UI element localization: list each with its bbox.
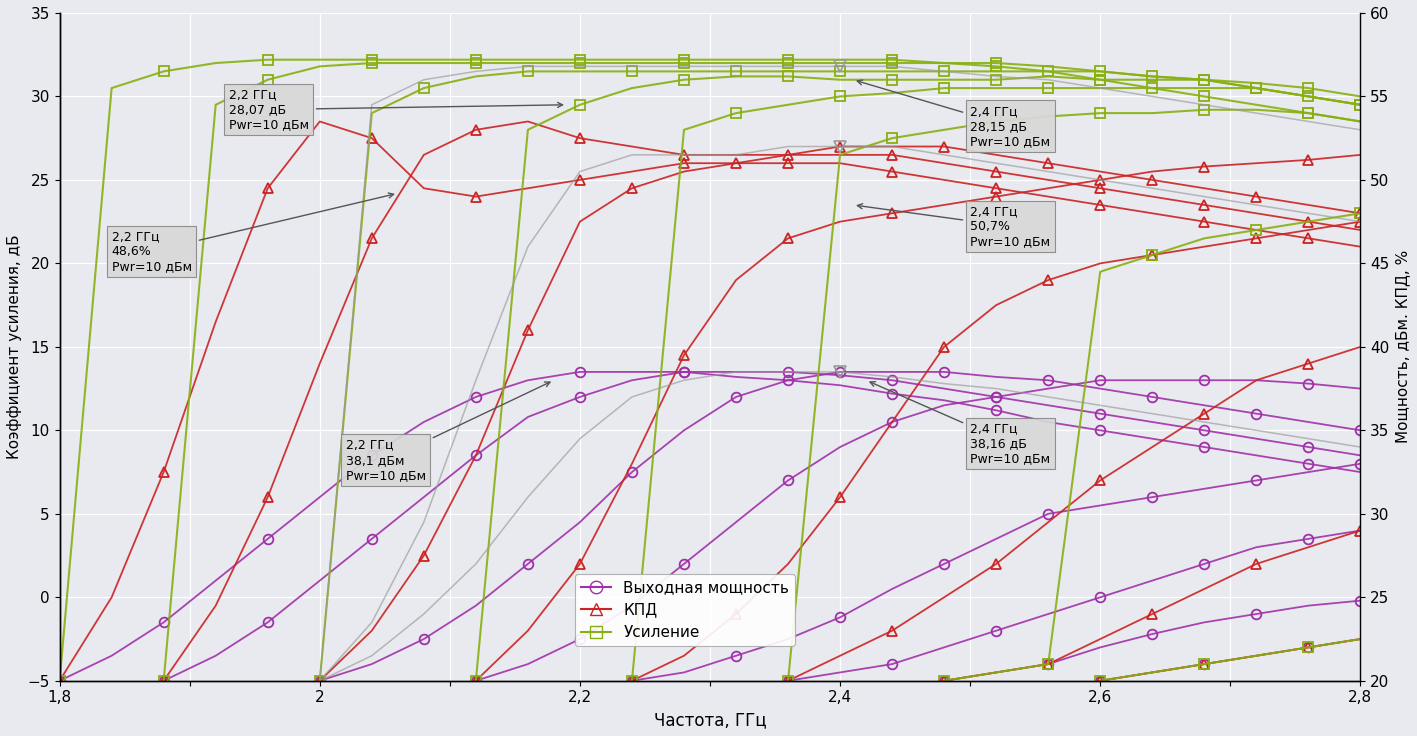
X-axis label: Частота, ГГц: Частота, ГГц <box>653 711 767 729</box>
Text: 2,2 ГГц
48,6%
Pwr=10 дБм: 2,2 ГГц 48,6% Pwr=10 дБм <box>112 193 394 273</box>
Text: 2,4 ГГц
38,16 дБ
Pwr=10 дБм: 2,4 ГГц 38,16 дБ Pwr=10 дБм <box>870 382 1050 465</box>
Legend: Выходная мощность, КПД, Усиление: Выходная мощность, КПД, Усиление <box>574 574 795 646</box>
Y-axis label: Мощность, дБм. КПД, %: Мощность, дБм. КПД, % <box>1396 250 1410 444</box>
Y-axis label: Коэффициент усиления, дБ: Коэффициент усиления, дБ <box>7 235 21 459</box>
Text: 2,4 ГГц
28,15 дБ
Pwr=10 дБм: 2,4 ГГц 28,15 дБ Pwr=10 дБм <box>857 80 1050 148</box>
Text: 2,4 ГГц
50,7%
Pwr=10 дБм: 2,4 ГГц 50,7% Pwr=10 дБм <box>857 204 1050 248</box>
Text: 2,2 ГГц
38,1 дБм
Pwr=10 дБм: 2,2 ГГц 38,1 дБм Pwr=10 дБм <box>346 382 550 481</box>
Text: 2,2 ГГц
28,07 дБ
Pwr=10 дБм: 2,2 ГГц 28,07 дБ Pwr=10 дБм <box>228 88 563 131</box>
